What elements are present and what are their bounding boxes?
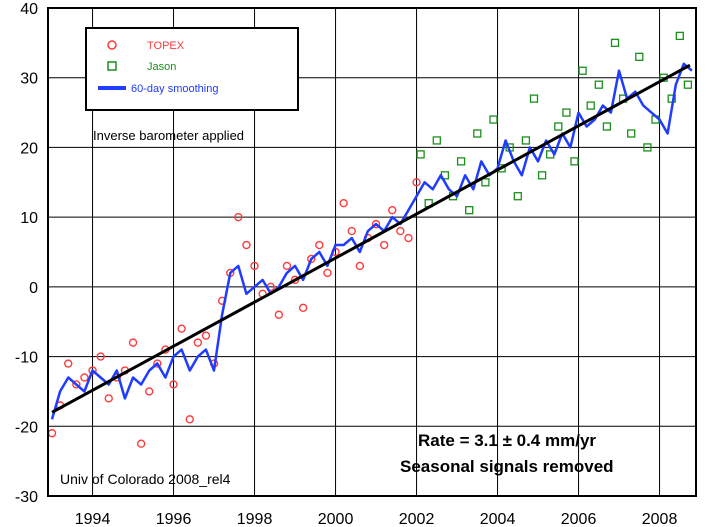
topex-point-45	[412, 178, 421, 187]
x-tick-2: 1998	[237, 511, 273, 527]
legend-label-jason: Jason	[147, 61, 176, 73]
jason-point-26	[627, 129, 636, 138]
topex-point-10	[128, 338, 138, 347]
annotation-barometer: Inverse barometer applied	[93, 128, 244, 143]
jason-point-28	[643, 143, 652, 152]
legend-label-topex: TOPEX	[147, 40, 185, 52]
jason-point-8	[481, 178, 490, 187]
topex-point-34	[323, 268, 332, 278]
topex-point-29	[282, 261, 292, 271]
y-tick-3: 0	[29, 280, 38, 297]
legend-marker-jason	[107, 61, 117, 71]
topex-point-4	[80, 373, 89, 382]
x-tick-1: 1996	[156, 511, 192, 527]
jason-point-19	[570, 157, 579, 166]
topex-point-11	[136, 439, 146, 448]
y-tick-labels: -30 -20 -10 0 10 20 30 40	[15, 1, 38, 506]
legend-box	[85, 27, 299, 111]
jason-point-15	[537, 171, 547, 180]
y-tick-6: 30	[20, 71, 38, 88]
topex-point-23	[234, 212, 243, 222]
topex-point-44	[404, 233, 413, 243]
legend-label-smoothing: 60-day smoothing	[131, 83, 218, 95]
topex-point-18	[193, 338, 203, 347]
topex-point-5	[88, 366, 97, 375]
topex-point-7	[104, 394, 113, 403]
x-tick-7: 2008	[642, 511, 678, 527]
topex-point-37	[347, 226, 356, 236]
trend-line	[51, 63, 691, 414]
x-tick-4: 2002	[399, 511, 435, 527]
jason-point-18	[562, 108, 571, 117]
jason-point-20	[578, 66, 587, 75]
y-tick-0: -30	[15, 489, 38, 506]
topex-point-31	[298, 303, 308, 312]
series-layer	[47, 31, 693, 448]
x-tick-0: 1994	[75, 511, 111, 527]
jason-point-22	[594, 80, 603, 89]
topex-point-13	[153, 359, 162, 368]
topex-point-36	[339, 198, 348, 208]
y-tick-7: 40	[20, 1, 38, 18]
topex-point-24	[242, 240, 251, 250]
smoothing-line	[50, 62, 693, 420]
topex-point-0	[47, 429, 57, 438]
jason-point-14	[529, 94, 539, 103]
jason-point-24	[610, 38, 620, 48]
topex-point-3	[72, 380, 81, 389]
jason-point-5	[456, 157, 466, 166]
y-tick-5: 20	[20, 140, 38, 157]
jason-point-33	[683, 80, 693, 89]
y-tick-2: -10	[15, 350, 38, 367]
topex-point-40	[371, 219, 381, 229]
x-tick-labels: 1994 1996 1998 2000 2002 2004 2006 2008	[75, 511, 678, 527]
topex-point-17	[185, 415, 194, 424]
topex-point-12	[145, 387, 154, 396]
y-tick-1: -20	[15, 419, 38, 436]
topex-point-33	[315, 240, 324, 250]
jason-point-13	[521, 136, 531, 145]
annotation-rate: Rate = 3.1 ± 0.4 mm/yr	[418, 431, 596, 450]
jason-point-6	[465, 206, 474, 215]
jason-point-21	[586, 101, 595, 110]
topex-point-25	[250, 261, 259, 271]
topex-point-41	[379, 240, 389, 250]
x-tick-3: 2000	[318, 511, 354, 527]
topex-point-43	[396, 226, 405, 236]
y-tick-4: 10	[20, 210, 38, 227]
x-tick-5: 2004	[480, 511, 516, 527]
topex-point-42	[388, 205, 397, 215]
annotation-seasonal: Seasonal signals removed	[400, 457, 614, 476]
jason-point-0	[416, 150, 425, 159]
topex-point-15	[169, 380, 178, 389]
jason-point-27	[635, 52, 644, 61]
annotation-source: Univ of Colorado 2008_rel4	[60, 471, 231, 487]
jason-point-9	[489, 115, 498, 124]
jason-point-7	[473, 129, 482, 138]
plot-frame	[47, 7, 697, 497]
topex-point-19	[201, 331, 211, 340]
jason-point-23	[602, 122, 612, 131]
topex-point-2	[64, 359, 73, 368]
topex-point-38	[355, 261, 365, 271]
topex-point-6	[96, 352, 105, 361]
jason-point-32	[675, 31, 684, 41]
jason-point-2	[432, 136, 441, 145]
topex-point-28	[274, 310, 284, 319]
legend-marker-topex	[107, 40, 117, 50]
jason-point-17	[554, 122, 563, 131]
legend: TOPEX Jason 60-day smoothing	[85, 27, 299, 111]
x-tick-6: 2006	[561, 511, 597, 527]
topex-point-16	[177, 324, 186, 333]
jason-point-12	[513, 192, 522, 201]
